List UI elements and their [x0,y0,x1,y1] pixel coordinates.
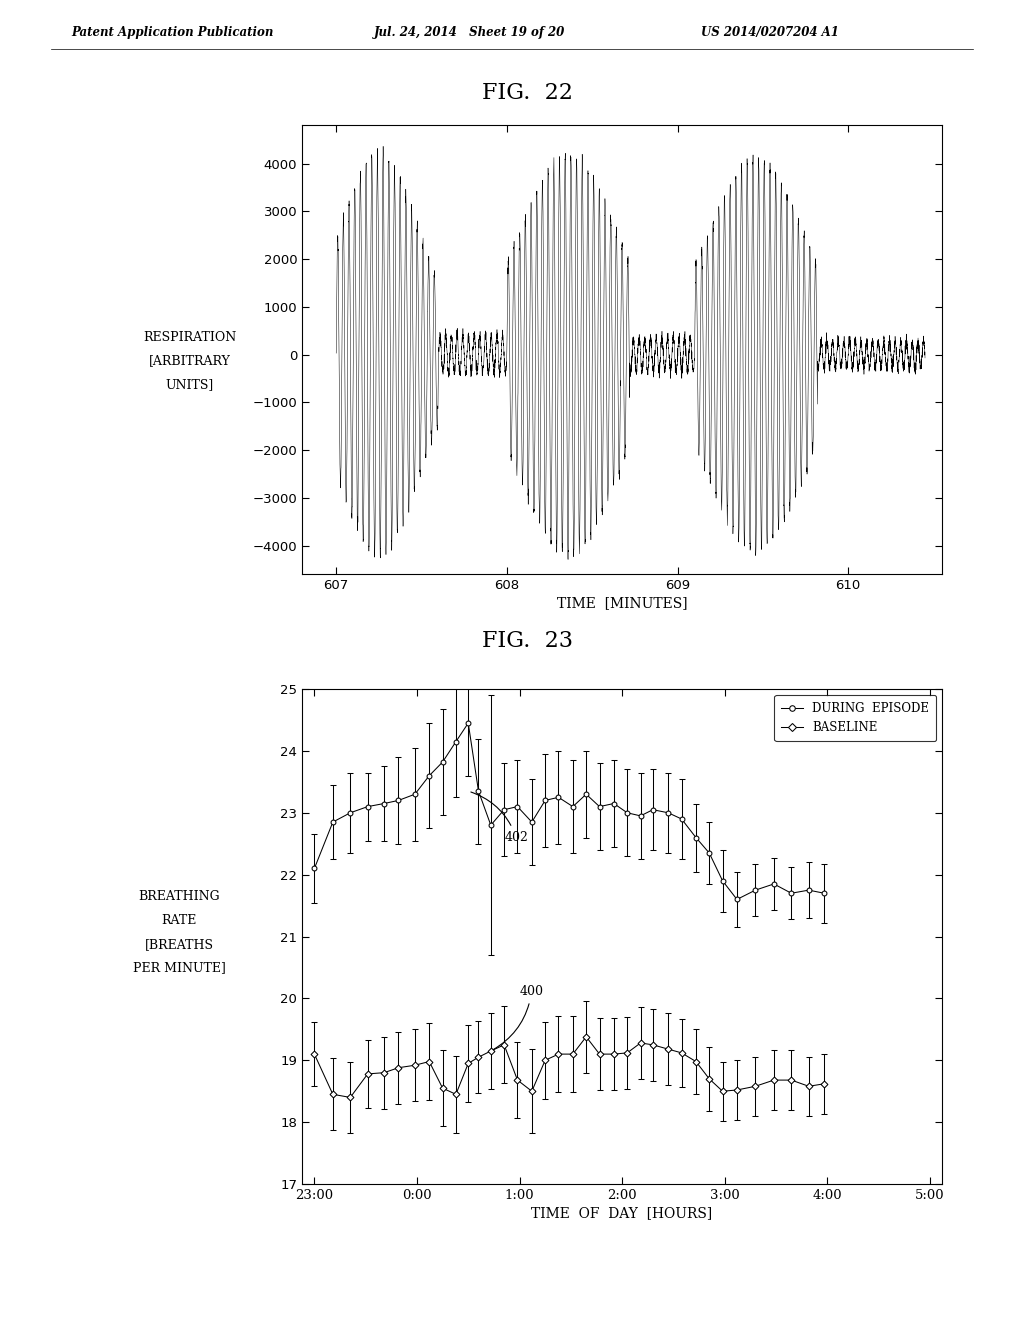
Text: RATE: RATE [162,913,197,927]
X-axis label: TIME  OF  DAY  [HOURS]: TIME OF DAY [HOURS] [531,1206,713,1220]
Text: US 2014/0207204 A1: US 2014/0207204 A1 [701,26,840,40]
Text: [ARBITRARY: [ARBITRARY [148,354,230,367]
Text: Jul. 24, 2014   Sheet 19 of 20: Jul. 24, 2014 Sheet 19 of 20 [374,26,565,40]
Text: 402: 402 [471,792,528,843]
Text: PER MINUTE]: PER MINUTE] [133,961,225,974]
Text: FIG.  23: FIG. 23 [482,630,572,652]
Text: Patent Application Publication: Patent Application Publication [72,26,274,40]
Text: FIG.  22: FIG. 22 [482,82,572,104]
Legend: DURING  EPISODE, BASELINE: DURING EPISODE, BASELINE [774,694,936,741]
Text: UNITS]: UNITS] [165,378,214,391]
Text: [BREATHS: [BREATHS [144,937,214,950]
Text: 400: 400 [494,985,544,1049]
X-axis label: TIME  [MINUTES]: TIME [MINUTES] [557,597,687,610]
Text: RESPIRATION: RESPIRATION [142,330,237,343]
Text: BREATHING: BREATHING [138,890,220,903]
